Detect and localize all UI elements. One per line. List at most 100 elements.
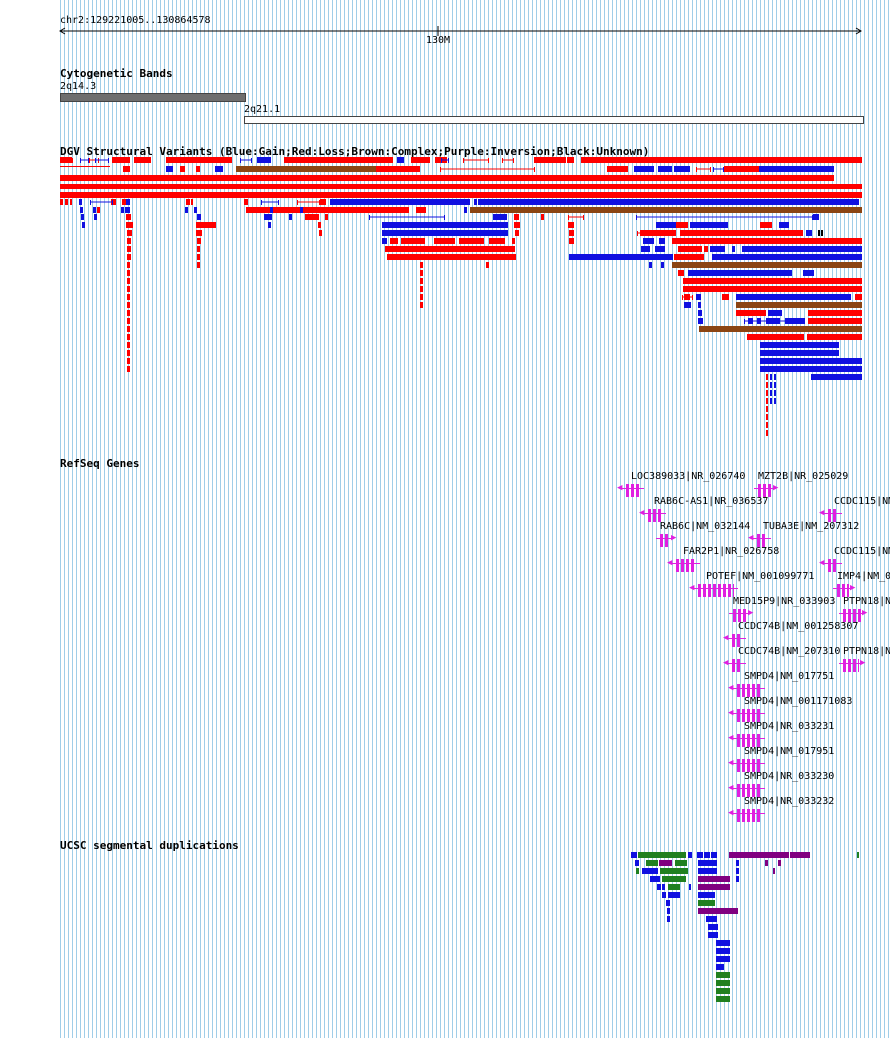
gene-model-4[interactable]: ▶ — [656, 533, 676, 547]
dgv-variant-209[interactable] — [698, 310, 702, 316]
dgv-variant-91[interactable] — [125, 207, 130, 213]
dgv-variant-240[interactable] — [766, 390, 768, 396]
dgv-variant-138[interactable] — [806, 230, 812, 236]
dgv-variant-162[interactable] — [655, 246, 665, 252]
dgv-variant-176[interactable] — [672, 262, 862, 268]
dgv-variant-142[interactable] — [641, 231, 642, 236]
dgv-variant-128[interactable] — [318, 222, 321, 228]
segdup-17[interactable] — [636, 868, 639, 874]
segdup-48[interactable] — [716, 980, 730, 986]
dgv-variant-14[interactable] — [72, 158, 73, 163]
dgv-variant-196[interactable] — [722, 294, 729, 300]
dgv-variant-48[interactable] — [166, 166, 173, 172]
dgv-variant-47[interactable] — [724, 166, 759, 172]
dgv-variant-180[interactable] — [661, 262, 664, 268]
dgv-variant-232[interactable] — [760, 366, 862, 372]
dgv-variant-117[interactable] — [264, 214, 272, 220]
dgv-variant-203[interactable] — [127, 294, 130, 300]
dgv-variant-191[interactable] — [683, 286, 862, 292]
dgv-variant-222[interactable] — [787, 319, 788, 324]
dgv-variant-70[interactable] — [320, 199, 326, 205]
dgv-variant-151[interactable] — [489, 238, 505, 244]
dgv-variant-76[interactable] — [112, 200, 113, 205]
dgv-variant-188[interactable] — [683, 278, 862, 284]
segdup-1[interactable] — [638, 852, 686, 858]
dgv-variant-181[interactable] — [127, 262, 130, 268]
dgv-variant-148[interactable] — [401, 238, 425, 244]
dgv-variant-134[interactable] — [515, 230, 519, 236]
dgv-variant-109[interactable] — [568, 215, 569, 220]
dgv-variant-49[interactable] — [215, 166, 223, 172]
dgv-variant-145[interactable] — [319, 230, 322, 236]
dgv-variant-199[interactable] — [682, 295, 683, 300]
dgv-variant-106[interactable] — [369, 215, 370, 220]
segdup-30[interactable] — [689, 884, 691, 890]
dgv-variant-88[interactable] — [80, 207, 83, 213]
dgv-variant-122[interactable] — [568, 222, 574, 228]
dgv-variant-173[interactable] — [712, 254, 862, 260]
segdup-49[interactable] — [716, 988, 730, 994]
dgv-variant-169[interactable] — [197, 246, 200, 252]
gene-model-18[interactable]: ◀ — [728, 758, 765, 772]
gene-model-6[interactable]: ◀ — [667, 558, 700, 572]
dgv-variant-239[interactable] — [766, 382, 768, 388]
dgv-variant-38[interactable] — [180, 166, 185, 172]
dgv-variant-55[interactable] — [710, 167, 711, 172]
dgv-variant-54[interactable] — [696, 167, 697, 172]
dgv-variant-141[interactable] — [637, 231, 638, 236]
dgv-variant-125[interactable] — [760, 222, 772, 228]
gene-model-13[interactable]: ◀ — [723, 658, 746, 672]
dgv-variant-136[interactable] — [640, 230, 676, 236]
dgv-variant-116[interactable] — [197, 214, 201, 220]
dgv-variant-120[interactable] — [382, 222, 508, 228]
dgv-variant-135[interactable] — [569, 230, 574, 236]
segdup-25[interactable] — [698, 876, 730, 882]
gene-model-17[interactable]: ◀ — [728, 733, 765, 747]
segdup-42[interactable] — [708, 932, 718, 938]
dgv-variant-67[interactable] — [186, 199, 190, 205]
dgv-variant-177[interactable] — [420, 262, 423, 268]
dgv-variant-60[interactable] — [60, 184, 862, 189]
dgv-variant-233[interactable] — [811, 374, 862, 380]
dgv-variant-248[interactable] — [770, 390, 772, 396]
dgv-variant-184[interactable] — [803, 270, 814, 276]
dgv-variant-26[interactable] — [88, 158, 89, 163]
dgv-variant-51[interactable] — [440, 167, 441, 172]
dgv-variant-82[interactable] — [319, 200, 320, 205]
gene-model-5[interactable]: ◀ — [748, 533, 771, 547]
dgv-variant-197[interactable] — [736, 294, 851, 300]
dgv-variant-246[interactable] — [770, 374, 772, 380]
dgv-variant-152[interactable] — [569, 238, 574, 244]
dgv-variant-187[interactable] — [127, 270, 130, 276]
dgv-variant-90[interactable] — [121, 207, 124, 213]
dgv-variant-114[interactable] — [81, 214, 84, 220]
gene-model-7[interactable]: ◀ — [819, 558, 842, 572]
dgv-variant-227[interactable] — [807, 334, 862, 340]
dgv-variant-253[interactable] — [774, 398, 776, 404]
dgv-variant-224[interactable] — [699, 326, 862, 332]
dgv-variant-40[interactable] — [236, 166, 376, 172]
dgv-variant-7[interactable] — [534, 157, 566, 163]
dgv-variant-59[interactable] — [60, 175, 834, 181]
dgv-variant-146[interactable] — [382, 238, 387, 244]
dgv-variant-178[interactable] — [486, 262, 489, 268]
dgv-variant-43[interactable] — [658, 166, 672, 172]
dgv-variant-1[interactable] — [112, 157, 130, 163]
dgv-variant-69[interactable] — [244, 199, 248, 205]
dgv-variant-62[interactable] — [60, 199, 63, 205]
dgv-variant-57[interactable] — [713, 167, 714, 172]
dgv-variant-214[interactable] — [698, 318, 703, 324]
dgv-variant-218[interactable] — [785, 318, 805, 324]
dgv-variant-25[interactable] — [80, 158, 81, 163]
segdup-16[interactable] — [778, 860, 781, 866]
dgv-variant-73[interactable] — [474, 199, 477, 205]
dgv-variant-186[interactable] — [678, 270, 684, 276]
dgv-variant-124[interactable] — [690, 222, 728, 228]
dgv-variant-223[interactable] — [127, 318, 130, 324]
dgv-variant-2[interactable] — [134, 157, 151, 163]
dgv-variant-195[interactable] — [696, 294, 701, 300]
dgv-variant-83[interactable] — [79, 199, 82, 205]
segdup-37[interactable] — [667, 908, 670, 914]
